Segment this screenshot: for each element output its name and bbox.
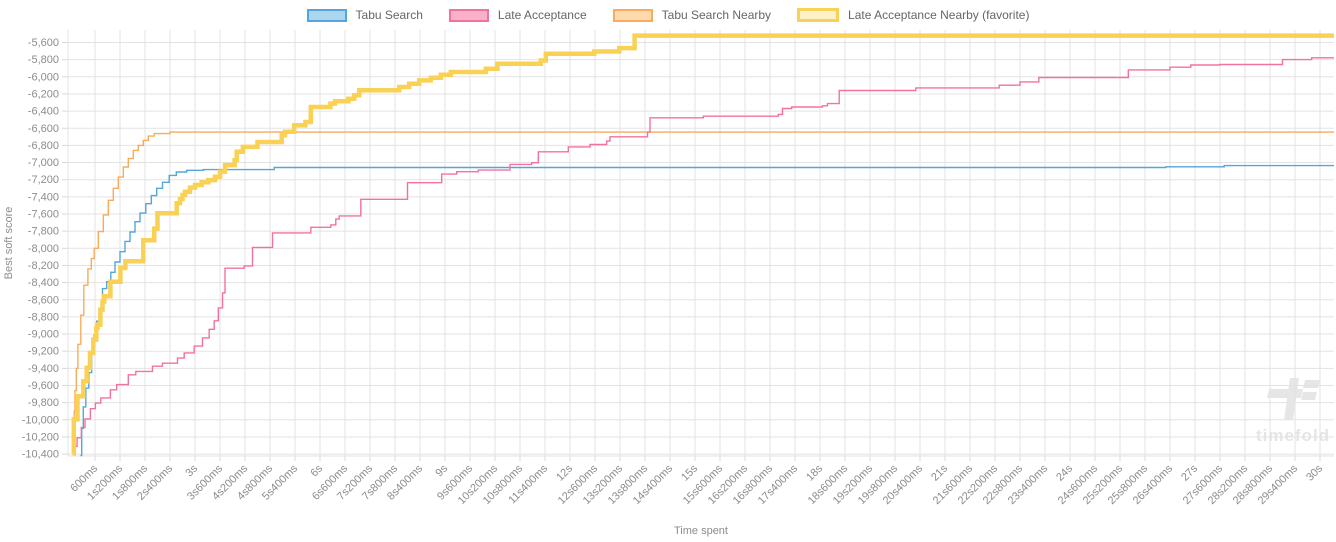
y-tick-label: -7,000 bbox=[28, 157, 59, 169]
y-tick-label: -6,800 bbox=[28, 140, 59, 152]
y-tick-label: -5,800 bbox=[28, 54, 59, 66]
y-tick-label: -8,600 bbox=[28, 294, 59, 306]
y-tick-label: -10,400 bbox=[22, 449, 59, 461]
y-tick-label: -5,600 bbox=[28, 37, 59, 49]
x-axis-title: Time spent bbox=[674, 525, 728, 537]
y-axis-title: Best soft score bbox=[3, 207, 15, 280]
y-tick-label: -10,200 bbox=[22, 431, 59, 443]
legend-chip-tabu-search bbox=[306, 8, 347, 22]
y-tick-label: -7,600 bbox=[28, 209, 59, 221]
y-tick-label: -7,200 bbox=[28, 174, 59, 186]
timefold-logo-icon bbox=[1267, 378, 1320, 420]
legend-item-tabu-search-nearby[interactable]: Tabu Search Nearby bbox=[612, 8, 772, 22]
legend-item-late-acceptance-nearby-favorite[interactable]: Late Acceptance Nearby (favorite) bbox=[797, 8, 1029, 22]
y-tick-label: -9,600 bbox=[28, 380, 59, 392]
series-tabu-search-nearby bbox=[72, 131, 1334, 439]
x-tick-label: 6s bbox=[308, 462, 325, 479]
y-tick-label: -6,400 bbox=[28, 106, 59, 118]
y-tick-label: -9,200 bbox=[28, 346, 59, 358]
legend-label: Tabu Search bbox=[355, 8, 423, 22]
y-tick-label: -8,200 bbox=[28, 260, 59, 272]
y-tick-label: -6,600 bbox=[28, 123, 59, 135]
watermark: timefold bbox=[1256, 378, 1330, 445]
series-late-acceptance-nearby-favorite bbox=[71, 33, 1334, 456]
y-tick-label: -10,000 bbox=[22, 414, 59, 426]
grid-layer: -5,600 -5,800 -6,000 -6,200 -6,400 -6,600 -6,8… bbox=[22, 30, 1334, 507]
y-tick-label: -8,000 bbox=[28, 243, 59, 255]
y-tick-label: -8,800 bbox=[28, 311, 59, 323]
legend-chip-late-acceptance bbox=[448, 8, 489, 22]
x-tick-label: 24s bbox=[1054, 462, 1075, 483]
legend-item-late-acceptance[interactable]: Late Acceptance bbox=[448, 8, 587, 22]
legend-item-tabu-search[interactable]: Tabu Search bbox=[306, 8, 423, 22]
legend-label: Late Acceptance Nearby (favorite) bbox=[848, 8, 1030, 22]
y-tick-label: -6,200 bbox=[28, 88, 59, 100]
series-late-acceptance bbox=[75, 57, 1334, 448]
y-tick-label: -8,400 bbox=[28, 277, 59, 289]
legend-chip-tabu-search-nearby bbox=[612, 8, 653, 22]
y-tick-label: -9,000 bbox=[28, 329, 59, 341]
y-tick-label: -7,400 bbox=[28, 191, 59, 203]
series-tabu-search bbox=[80, 164, 1334, 457]
x-tick-label: 18s bbox=[804, 462, 825, 483]
y-tick-label: -9,800 bbox=[28, 397, 59, 409]
y-tick-label: -9,400 bbox=[28, 363, 59, 375]
x-tick-label: 12s bbox=[554, 462, 575, 483]
x-tick-label: 27s bbox=[1179, 462, 1200, 483]
legend-label: Tabu Search Nearby bbox=[661, 8, 772, 22]
x-tick-label: 15s bbox=[679, 462, 700, 483]
legend-chip-late-acceptance-nearby-favorite bbox=[797, 8, 840, 22]
legend: Tabu Search Late Acceptance Tabu Search Ne… bbox=[0, 8, 1336, 22]
x-tick-label: 3s bbox=[183, 462, 200, 479]
x-tick-label: 30s bbox=[1304, 462, 1325, 483]
x-tick-label: 9s bbox=[433, 462, 450, 479]
x-tick-label: 21s bbox=[929, 462, 950, 483]
series-layer bbox=[71, 33, 1334, 457]
watermark-text: timefold bbox=[1256, 426, 1330, 445]
y-tick-label: -6,000 bbox=[28, 71, 59, 83]
legend-label: Late Acceptance bbox=[497, 8, 587, 22]
y-tick-label: -7,800 bbox=[28, 226, 59, 238]
